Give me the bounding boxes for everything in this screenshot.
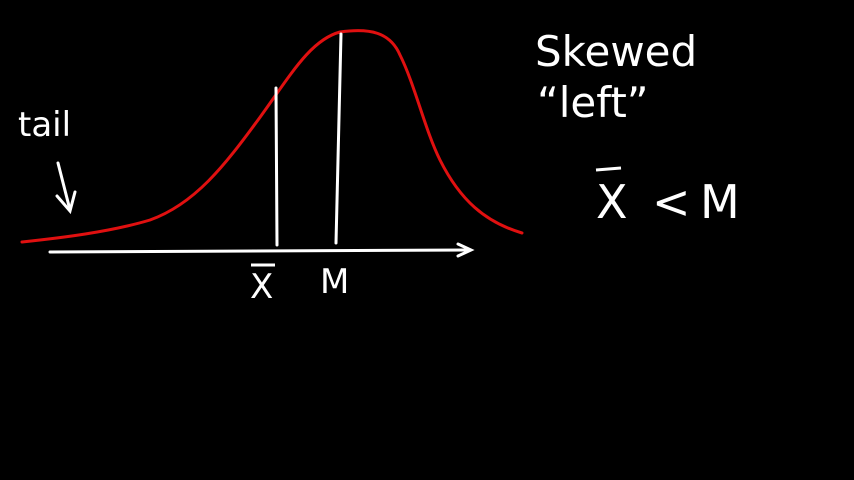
x-axis — [48, 242, 475, 258]
mean-label: X — [250, 267, 273, 307]
x-axis-line — [48, 248, 472, 254]
tail-label: tail — [18, 105, 71, 145]
median-line — [334, 32, 343, 245]
median-label: M — [320, 262, 349, 302]
x-axis-arrowhead — [456, 242, 475, 258]
distribution-curve — [20, 29, 524, 244]
relation-mean-bar — [595, 166, 622, 172]
relation-median-symbol: M — [700, 175, 740, 229]
skew-title-line1: Skewed — [535, 27, 697, 76]
relation-mean-symbol: X — [596, 175, 628, 229]
skew-title-line2: “left” — [537, 78, 649, 127]
mean-line — [274, 86, 279, 247]
relation-operator: < — [652, 175, 691, 229]
tail-arrow — [55, 161, 77, 215]
